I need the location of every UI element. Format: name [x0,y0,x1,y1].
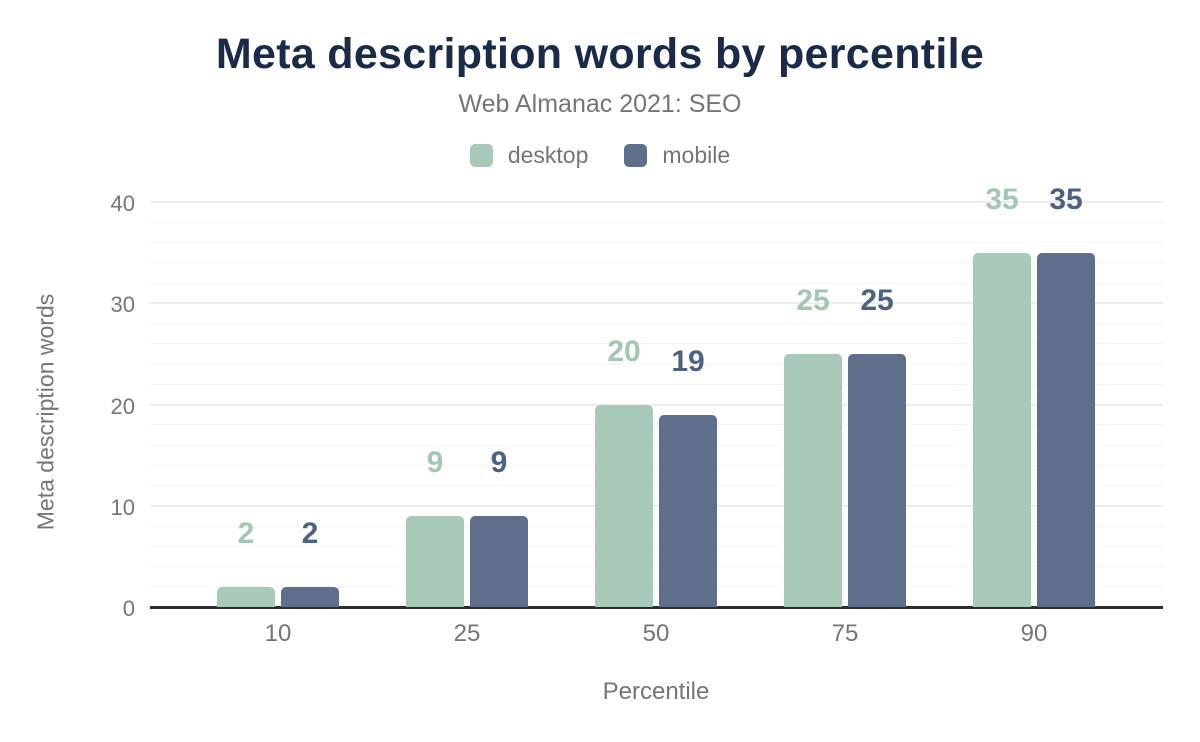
minor-gridline-18 [150,424,1163,426]
y-tick-label-20: 20 [110,393,135,419]
minor-gridline-22 [150,383,1163,385]
minor-gridline-36 [150,242,1163,243]
minor-gridline-38 [150,221,1163,223]
legend-label-desktop: desktop [507,142,589,168]
y-tick-label-40: 40 [110,191,135,216]
desktop-series-swatch-icon [469,144,493,167]
minor-gridline-6 [150,545,1163,547]
bar-value-label-mobile-50: 19 [671,344,705,378]
chart-legend: desktop mobile [0,142,1200,169]
bar-mobile-10[interactable] [281,586,339,607]
chart-title: Meta description words by percentile [215,30,985,78]
bar-value-label-mobile-10: 2 [301,516,319,550]
minor-gridline-12 [150,485,1163,486]
legend-label-mobile: mobile [662,142,731,168]
bar-mobile-75[interactable] [848,353,906,607]
bar-mobile-50[interactable] [659,414,717,607]
x-tick-label-10: 10 [264,620,292,647]
chart-subtitle: Web Almanac 2021: SEO [458,90,742,118]
x-tick-label-25: 25 [453,620,481,647]
legend-item-desktop[interactable]: desktop [469,142,589,169]
major-gridline-30 [150,302,1163,305]
bar-desktop-10[interactable] [217,586,275,607]
x-tick-label-50: 50 [642,620,670,647]
y-tick-label-0: 0 [122,596,135,621]
bar-value-label-desktop-10: 2 [237,516,255,550]
minor-gridline-8 [150,525,1163,527]
minor-gridline-4 [150,566,1163,567]
bar-desktop-50[interactable] [595,404,653,607]
bar-value-label-mobile-25: 9 [490,445,508,479]
bar-mobile-25[interactable] [470,515,528,607]
minor-gridline-34 [150,262,1163,264]
mobile-series-swatch-icon [624,144,648,167]
minor-gridline-28 [150,323,1163,324]
bar-desktop-25[interactable] [406,515,464,607]
minor-gridline-26 [150,343,1163,345]
bar-value-label-mobile-90: 35 [1049,182,1083,216]
bar-desktop-90[interactable] [973,252,1031,607]
y-tick-label-10: 10 [110,494,135,520]
bar-value-label-mobile-75: 25 [860,283,894,317]
major-gridline-20 [150,403,1163,406]
y-tick-label-30: 30 [110,292,135,318]
bar-value-label-desktop-25: 9 [426,445,444,479]
bar-value-label-desktop-75: 25 [796,283,830,317]
bar-value-label-desktop-50: 20 [607,334,641,368]
minor-gridline-16 [150,444,1163,446]
major-gridline-10 [150,504,1163,507]
bar-value-label-desktop-90: 35 [985,182,1019,216]
major-gridline-40 [150,201,1163,203]
x-tick-label-90: 90 [1020,620,1048,647]
minor-gridline-14 [150,464,1163,466]
x-tick-label-75: 75 [831,620,859,647]
bar-mobile-90[interactable] [1037,252,1095,607]
minor-gridline-24 [150,363,1163,365]
bar-desktop-75[interactable] [784,353,842,607]
minor-gridline-2 [150,586,1163,588]
x-axis-title: Percentile [602,678,710,705]
minor-gridline-32 [150,282,1163,284]
x-axis-line [150,606,1163,609]
legend-item-mobile[interactable]: mobile [624,142,730,169]
